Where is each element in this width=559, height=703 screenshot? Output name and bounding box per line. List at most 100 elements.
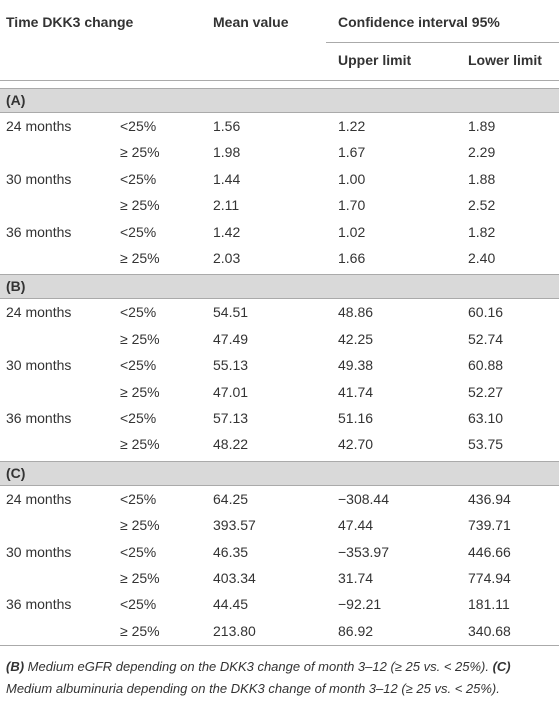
header-ci: Confidence interval 95% <box>338 14 500 30</box>
cell-time: 24 months <box>6 118 72 134</box>
cell-lower: 1.82 <box>468 223 496 240</box>
cell-change: ≥ 25% <box>120 197 160 214</box>
footnote: (B) Medium eGFR depending on the DKK3 ch… <box>6 656 554 700</box>
cell-upper: 47.44 <box>338 517 374 534</box>
cell-mean: 1.42 <box>213 223 241 240</box>
cell-lower: 63.10 <box>468 410 504 426</box>
cell-upper: 41.74 <box>338 383 374 400</box>
cell-mean: 1.44 <box>213 170 241 187</box>
cell-change: ≥ 25% <box>120 144 160 161</box>
footnote-label: (C) <box>492 659 511 674</box>
cell-change: ≥ 25% <box>120 622 160 639</box>
cell-change: ≥ 25% <box>120 383 160 400</box>
cell-lower: 1.89 <box>468 118 496 134</box>
cell-change: ≥ 25% <box>120 570 160 586</box>
cell-lower: 52.74 <box>468 330 504 347</box>
cell-change: <25% <box>120 596 157 613</box>
cell-upper: 1.70 <box>338 197 366 214</box>
section-label: (A) <box>6 92 26 108</box>
cell-upper: −308.44 <box>338 490 389 507</box>
cell-change: <25% <box>120 490 157 507</box>
cell-mean: 1.56 <box>213 118 241 134</box>
cell-mean: 48.22 <box>213 436 249 453</box>
cell-mean: 44.45 <box>213 596 249 613</box>
cell-lower: 60.88 <box>468 357 504 374</box>
cell-lower: 774.94 <box>468 570 511 586</box>
cell-lower: 436.94 <box>468 490 511 507</box>
cell-mean: 213.80 <box>213 622 256 639</box>
cell-mean: 1.98 <box>213 144 241 161</box>
cell-upper: −92.21 <box>338 596 382 613</box>
footnote-text: Medium albuminuria depending on the DKK3… <box>6 681 500 696</box>
section-label: (B) <box>6 278 26 295</box>
cell-upper: 51.16 <box>338 410 374 426</box>
cell-upper: 42.25 <box>338 330 374 347</box>
cell-upper: 1.66 <box>338 250 366 266</box>
cell-lower: 340.68 <box>468 622 511 639</box>
cell-time: 30 months <box>6 170 72 187</box>
cell-change: ≥ 25% <box>120 436 160 453</box>
cell-upper: 48.86 <box>338 304 374 321</box>
cell-upper: 1.67 <box>338 144 366 161</box>
section-band <box>0 460 559 486</box>
cell-change: <25% <box>120 223 157 240</box>
cell-upper: 1.00 <box>338 170 366 187</box>
cell-mean: 46.35 <box>213 543 249 560</box>
cell-mean: 57.13 <box>213 410 249 426</box>
cell-change: <25% <box>120 543 157 560</box>
header-mean: Mean value <box>213 14 289 30</box>
header-rule <box>0 80 559 81</box>
cell-mean: 47.49 <box>213 330 249 347</box>
cell-mean: 403.34 <box>213 570 256 586</box>
cell-time: 36 months <box>6 223 72 240</box>
section-band <box>0 274 559 300</box>
cell-time: 24 months <box>6 490 72 507</box>
cell-time: 36 months <box>6 596 72 613</box>
cell-mean: 47.01 <box>213 383 249 400</box>
cell-upper: 1.22 <box>338 118 366 134</box>
cell-time: 24 months <box>6 304 72 321</box>
cell-change: <25% <box>120 410 157 426</box>
ci-rule <box>326 42 559 43</box>
cell-lower: 446.66 <box>468 543 511 560</box>
cell-time: 30 months <box>6 543 72 560</box>
cell-lower: 2.29 <box>468 144 496 161</box>
cell-upper: −353.97 <box>338 543 389 560</box>
cell-time: 30 months <box>6 357 72 374</box>
cell-upper: 86.92 <box>338 622 374 639</box>
cell-lower: 181.11 <box>468 596 510 613</box>
footnote-label: (B) <box>6 659 25 674</box>
header-lower: Lower limit <box>468 52 542 68</box>
cell-mean: 393.57 <box>213 517 256 534</box>
section-label: (C) <box>6 464 26 481</box>
cell-mean: 2.03 <box>213 250 241 266</box>
header-upper: Upper limit <box>338 52 412 68</box>
cell-upper: 49.38 <box>338 357 374 374</box>
cell-upper: 1.02 <box>338 223 366 240</box>
cell-mean: 54.51 <box>213 304 249 321</box>
cell-mean: 2.11 <box>213 197 240 214</box>
cell-lower: 53.75 <box>468 436 504 453</box>
cell-change: <25% <box>120 304 157 321</box>
header-time: Time DKK3 change <box>6 14 134 30</box>
cell-lower: 739.71 <box>468 517 511 534</box>
cell-lower: 2.40 <box>468 250 496 266</box>
cell-change: ≥ 25% <box>120 330 160 347</box>
cell-change: ≥ 25% <box>120 517 160 534</box>
cell-change: <25% <box>120 170 157 187</box>
cell-time: 36 months <box>6 410 72 426</box>
cell-lower: 2.52 <box>468 197 496 214</box>
cell-change: <25% <box>120 357 157 374</box>
cell-upper: 42.70 <box>338 436 374 453</box>
cell-upper: 31.74 <box>338 570 374 586</box>
section-band <box>0 88 559 113</box>
bottom-rule <box>0 645 559 647</box>
cell-mean: 55.13 <box>213 357 249 374</box>
cell-change: ≥ 25% <box>120 250 160 266</box>
footnote-text: Medium eGFR depending on the DKK3 change… <box>24 659 493 674</box>
cell-change: <25% <box>120 118 157 134</box>
cell-lower: 1.88 <box>468 170 496 187</box>
cell-lower: 60.16 <box>468 304 504 321</box>
cell-mean: 64.25 <box>213 490 249 507</box>
